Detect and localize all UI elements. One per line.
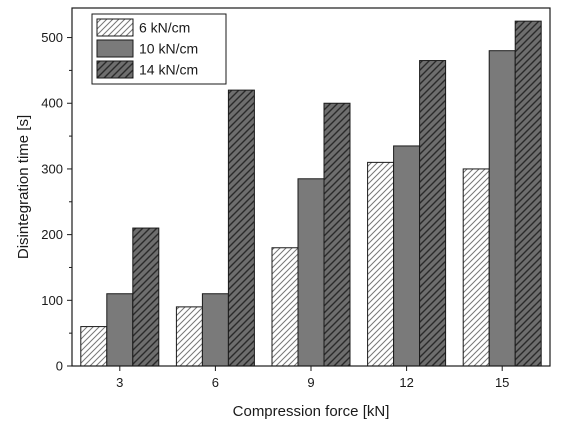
legend-label: 10 kN/cm [139,41,198,57]
legend-label: 6 kN/cm [139,20,190,36]
y-tick-label: 200 [41,227,63,242]
bar-14-kn-cm-6 [227,89,255,367]
y-tick-label: 300 [41,161,63,176]
x-tick-label: 12 [399,375,413,390]
y-tick-label: 0 [56,359,63,374]
legend-swatch [96,39,134,58]
bar-6-kn-cm-15 [462,168,490,367]
bar-10-kn-cm-3 [106,293,134,367]
bar-6-kn-cm-6 [175,306,203,367]
bar-10-kn-cm-6 [201,293,229,367]
bar-6-kn-cm-12 [367,161,395,367]
x-tick-label: 6 [212,375,219,390]
bar-14-kn-cm-3 [132,227,160,367]
legend-swatch [96,18,134,37]
bars-layer [80,20,542,367]
legend: 6 kN/cm 10 kN/cm 14 kN/cm [91,13,227,85]
bar-6-kn-cm-9 [271,247,299,367]
legend-label: 14 kN/cm [139,62,198,78]
legend-swatch [96,60,134,79]
y-tick-label: 100 [41,293,63,308]
bar-14-kn-cm-9 [323,102,351,367]
y-axis-title: Disintegration time [s] [15,115,32,259]
bar-10-kn-cm-15 [488,50,516,367]
x-tick-label: 9 [307,375,314,390]
y-tick-label: 500 [41,30,63,45]
x-tick-label: 15 [495,375,509,390]
x-axis-title: Compression force [kN] [233,403,390,420]
bar-14-kn-cm-15 [514,20,542,367]
bar-6-kn-cm-3 [80,326,108,367]
y-tick-label: 400 [41,96,63,111]
y-axis: 0 100 200 300 400 500 [41,30,72,374]
x-tick-label: 3 [116,375,123,390]
bar-10-kn-cm-9 [297,178,325,367]
bar-10-kn-cm-12 [393,145,421,367]
bar-14-kn-cm-12 [419,60,447,367]
x-axis: 3 6 9 12 15 [116,366,509,390]
